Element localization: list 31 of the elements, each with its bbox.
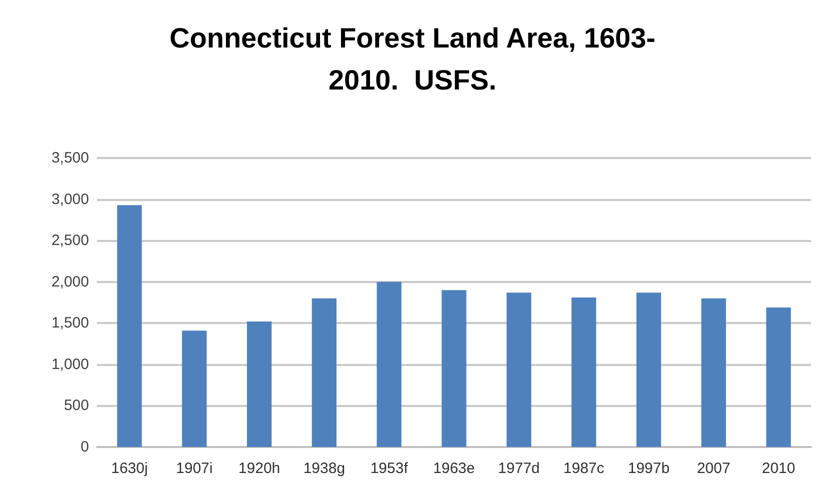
bar [117,205,142,447]
y-tick-label: 2,000 [51,273,89,290]
bar [636,292,662,447]
x-tick-label: 1977d [498,460,540,477]
x-tick-label: 1953f [370,460,409,477]
x-tick-label: 1963e [433,460,475,477]
x-tick-label: 1630j [111,460,148,477]
bar [571,298,596,447]
y-tick-label: 500 [64,397,89,414]
x-tick-label: 2010 [762,460,796,477]
y-tick-label: 3,000 [51,190,89,208]
y-tick-label: 1,500 [51,314,89,332]
bar [376,282,402,447]
x-tick-label: 1997b [628,460,670,477]
y-tick-label: 0 [80,438,89,456]
bar [246,321,272,447]
chart-title: Connecticut Forest Land Area, 1603- 2010. USFS. [170,22,656,96]
bar [506,292,532,447]
bar [312,298,337,447]
y-tick-label: 2,500 [51,232,89,250]
bar [701,298,726,447]
bar [766,307,791,447]
x-tick-label: 1987c [563,460,605,477]
bar [442,290,466,447]
y-tick-label: 1,000 [51,356,89,373]
x-tick-label: 1938g [303,460,346,477]
y-tick-label: 3,500 [51,150,89,166]
bar [182,330,207,447]
x-tick-label: 1920h [238,460,280,477]
x-tick-label: 2007 [696,460,730,477]
x-tick-label: 1907i [176,460,213,477]
